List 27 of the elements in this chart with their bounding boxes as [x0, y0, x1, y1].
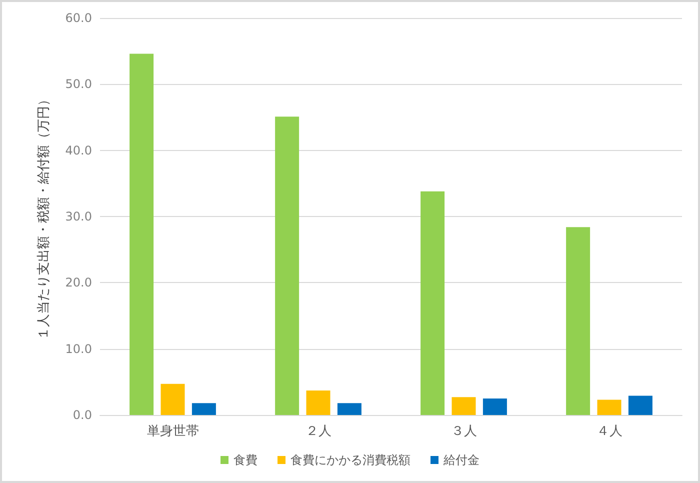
y-tick-label: 0.0 — [72, 408, 92, 422]
bar — [337, 403, 362, 415]
bar — [452, 397, 476, 415]
y-tick-label: 50.0 — [65, 77, 92, 92]
x-tick-label: 単身世帯 — [146, 424, 199, 439]
x-tick-label: ４人 — [596, 424, 622, 439]
bar — [566, 227, 590, 415]
y-axis-title: １人当たり支出額・税額・給付額（万円） — [36, 93, 52, 340]
y-tick-label: 20.0 — [65, 276, 92, 290]
bar — [306, 390, 330, 415]
bar — [420, 191, 445, 415]
bar — [192, 403, 216, 415]
y-tick-label: 60.0 — [65, 11, 92, 25]
bar — [160, 384, 185, 415]
bar — [628, 396, 652, 415]
bar — [130, 54, 154, 415]
x-tick-label: ２人 — [305, 424, 332, 439]
bar — [597, 400, 622, 415]
x-tick-label: ３人 — [450, 424, 477, 439]
legend-label: 給付金 — [442, 453, 480, 467]
y-tick-label: 10.0 — [65, 342, 92, 356]
y-tick-label: 30.0 — [65, 210, 92, 224]
bar — [275, 116, 300, 415]
legend-label: 食費にかかる消費税額 — [290, 453, 410, 467]
legend-label: 食費 — [234, 453, 258, 467]
y-tick-label: 40.0 — [65, 143, 92, 158]
bar — [482, 398, 507, 415]
